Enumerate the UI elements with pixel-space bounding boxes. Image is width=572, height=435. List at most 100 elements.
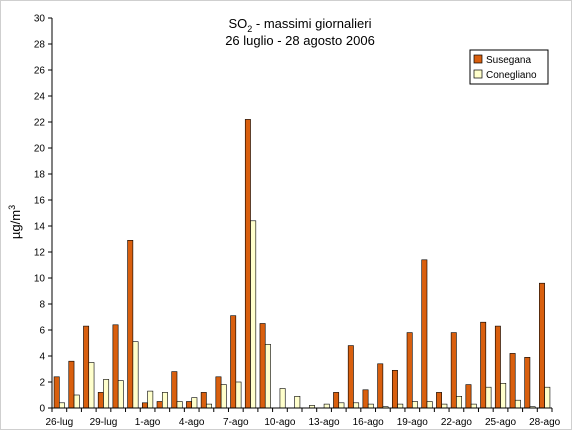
y-tick-label: 24 xyxy=(34,92,46,103)
bar-conegliano-5-ago xyxy=(206,403,213,409)
bar-susegana-17-ago xyxy=(377,363,384,409)
chart-subtitle: 26 luglio - 28 agosto 2006 xyxy=(225,33,375,48)
x-tick-label: 29-lug xyxy=(90,417,118,428)
x-tick-label: 19-ago xyxy=(397,417,429,428)
bar-susegana-9-ago xyxy=(259,323,266,409)
x-tick-label: 7-ago xyxy=(223,417,249,428)
y-axis-label: µg/m3 xyxy=(7,205,23,239)
bar-susegana-4-ago xyxy=(186,401,193,409)
bar-susegana-29-lug xyxy=(97,392,104,409)
x-tick-label: 13-ago xyxy=(308,417,340,428)
y-tick-label: 12 xyxy=(34,248,46,259)
x-tick-label: 25-ago xyxy=(485,417,517,428)
bar-susegana-14-ago xyxy=(333,392,340,409)
x-tick-label: 16-ago xyxy=(353,417,385,428)
bar-susegana-8-ago xyxy=(244,119,251,409)
bar-susegana-27-lug xyxy=(68,360,75,409)
bar-susegana-25-ago xyxy=(494,325,501,409)
bar-susegana-18-ago xyxy=(391,369,398,409)
bar-conegliano-27-lug xyxy=(73,394,80,409)
bar-susegana-2-ago xyxy=(156,401,163,409)
legend-label-susegana: Susegana xyxy=(486,55,531,66)
bar-conegliano-19-ago xyxy=(411,401,418,409)
legend-box xyxy=(469,49,549,85)
bar-susegana-15-ago xyxy=(347,345,354,409)
bar-conegliano-28-lug xyxy=(88,362,95,409)
y-tick-label: 18 xyxy=(34,170,46,181)
legend-label-conegliano: Conegliano xyxy=(486,70,537,81)
legend-swatch-conegliano xyxy=(473,69,483,79)
x-axis-ticks: 26-lug 29-lug 1-ago 4-ago 7-ago 10-ago 13-ago 1… xyxy=(45,408,561,428)
bar-susegana-28-ago xyxy=(539,282,545,409)
bar-conegliano-9-ago xyxy=(264,343,271,409)
bar-susegana-1-ago xyxy=(141,402,148,409)
y-tick-label: 4 xyxy=(39,352,45,363)
bar-susegana-7-ago xyxy=(230,315,237,409)
bar-conegliano-2-ago xyxy=(161,392,168,409)
bar-susegana-16-ago xyxy=(362,389,369,409)
bar-conegliano-26-lug xyxy=(59,402,65,409)
bar-susegana-19-ago xyxy=(406,332,413,409)
x-tick-label: 1-ago xyxy=(135,417,161,428)
y-tick-label: 6 xyxy=(39,326,45,337)
bar-conegliano-15-ago xyxy=(353,402,360,409)
x-tick-label: 10-ago xyxy=(264,417,296,428)
bar-susegana-23-ago xyxy=(465,384,472,409)
bar-conegliano-26-ago xyxy=(514,399,521,409)
bar-susegana-6-ago xyxy=(215,376,222,409)
bar-conegliano-20-ago xyxy=(426,401,433,409)
y-tick-label: 14 xyxy=(34,222,46,233)
y-tick-label: 16 xyxy=(34,196,46,207)
bar-conegliano-22-ago xyxy=(456,395,463,409)
bar-conegliano-24-ago xyxy=(485,386,492,409)
bar-susegana-28-lug xyxy=(83,325,90,409)
y-tick-label: 0 xyxy=(39,404,45,415)
bar-conegliano-8-ago xyxy=(250,220,257,409)
bar-susegana-22-ago xyxy=(450,332,457,409)
bar-susegana-27-ago xyxy=(524,356,531,409)
y-tick-label: 26 xyxy=(34,66,46,77)
bar-conegliano-31-lug xyxy=(132,341,139,409)
bar-susegana-31-lug xyxy=(127,240,134,409)
bar-susegana-20-ago xyxy=(421,259,428,409)
bar-conegliano-11-ago xyxy=(294,395,301,409)
bar-conegliano-10-ago xyxy=(279,388,286,409)
y-tick-label: 20 xyxy=(34,144,46,155)
bar-susegana-5-ago xyxy=(200,392,207,409)
bar-conegliano-3-ago xyxy=(176,401,183,409)
x-tick-label: 28-ago xyxy=(529,417,561,428)
bar-conegliano-30-lug xyxy=(117,380,124,409)
y-tick-label: 28 xyxy=(34,40,46,51)
bar-conegliano-14-ago xyxy=(338,402,345,409)
bar-susegana-26-lug xyxy=(53,376,60,409)
bar-conegliano-18-ago xyxy=(397,403,404,409)
bar-conegliano-4-ago xyxy=(191,397,198,409)
x-tick-label: 4-ago xyxy=(179,417,205,428)
y-tick-label: 8 xyxy=(39,300,45,311)
bar-conegliano-1-ago xyxy=(147,390,154,409)
bar-susegana-21-ago xyxy=(436,392,443,409)
y-tick-label: 22 xyxy=(34,118,46,129)
bar-conegliano-16-ago xyxy=(367,403,374,409)
bar-susegana-24-ago xyxy=(480,321,487,409)
legend-swatch-susegana xyxy=(473,54,483,64)
bar-conegliano-21-ago xyxy=(441,403,448,409)
bar-conegliano-25-ago xyxy=(500,382,507,409)
y-tick-label: 2 xyxy=(39,378,45,389)
x-tick-label: 26-lug xyxy=(45,417,73,428)
bar-conegliano-7-ago xyxy=(235,381,242,409)
y-tick-label: 30 xyxy=(34,14,46,25)
legend: Susegana Conegliano xyxy=(469,49,549,85)
bar-susegana-26-ago xyxy=(509,353,516,409)
bar-conegliano-23-ago xyxy=(470,403,477,409)
bar-conegliano-13-ago xyxy=(323,403,330,409)
chart-title: SO2 - massimi giornalieri xyxy=(228,16,371,34)
bar-susegana-3-ago xyxy=(171,371,178,409)
bar-conegliano-28-ago xyxy=(544,386,551,409)
x-tick-label: 22-ago xyxy=(441,417,473,428)
bars xyxy=(53,119,551,409)
bar-conegliano-6-ago xyxy=(220,384,227,409)
